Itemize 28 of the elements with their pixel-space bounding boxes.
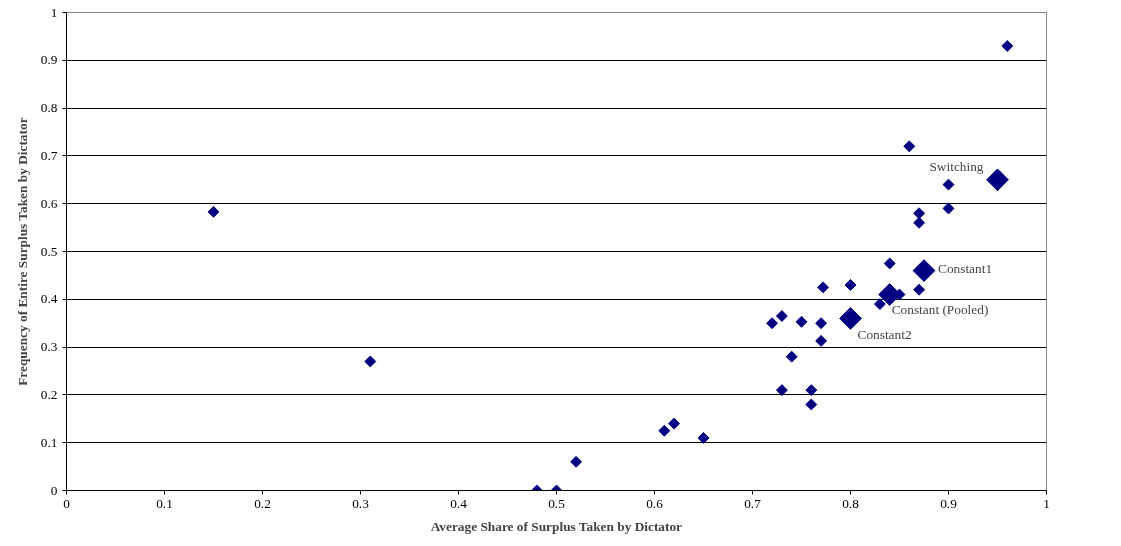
annotation: Switching — [929, 158, 984, 174]
x-tick-label: 0.6 — [646, 495, 664, 511]
y-tick-label: 0.5 — [40, 243, 58, 259]
y-tick-label: 0.3 — [40, 339, 58, 355]
y-tick-label: 1 — [50, 4, 58, 20]
x-tick-label: 0.4 — [450, 495, 468, 511]
y-tick-label: 0.4 — [40, 291, 58, 307]
x-tick-label: 0.7 — [744, 495, 762, 511]
x-tick-label: 0.3 — [352, 495, 370, 511]
x-tick-label: 0.5 — [548, 495, 566, 511]
y-tick-label: 0.7 — [40, 147, 58, 163]
x-tick-label: 0.8 — [842, 495, 860, 511]
y-tick-label: 0.2 — [40, 386, 58, 402]
x-tick-label: 0 — [63, 495, 71, 511]
annotation: Constant2 — [857, 327, 912, 343]
y-tick-label: 0 — [50, 482, 58, 498]
y-tick-label: 0.9 — [40, 52, 58, 68]
x-axis-title: Average Share of Surplus Taken by Dictator — [430, 518, 683, 534]
y-tick-label: 0.1 — [40, 434, 58, 450]
y-axis-title: Frequency of Entire Surplus Taken by Dictator — [14, 117, 30, 386]
x-tick-label: 0.9 — [940, 495, 958, 511]
y-tick-label: 0.6 — [40, 195, 58, 211]
annotation: Constant1 — [938, 260, 993, 276]
x-tick-label: 0.1 — [156, 495, 173, 511]
annotation: Constant (Pooled) — [891, 301, 989, 317]
y-tick-label: 0.8 — [40, 100, 58, 116]
x-tick-label: 1 — [1043, 495, 1050, 511]
x-tick-label: 0.2 — [254, 495, 271, 511]
